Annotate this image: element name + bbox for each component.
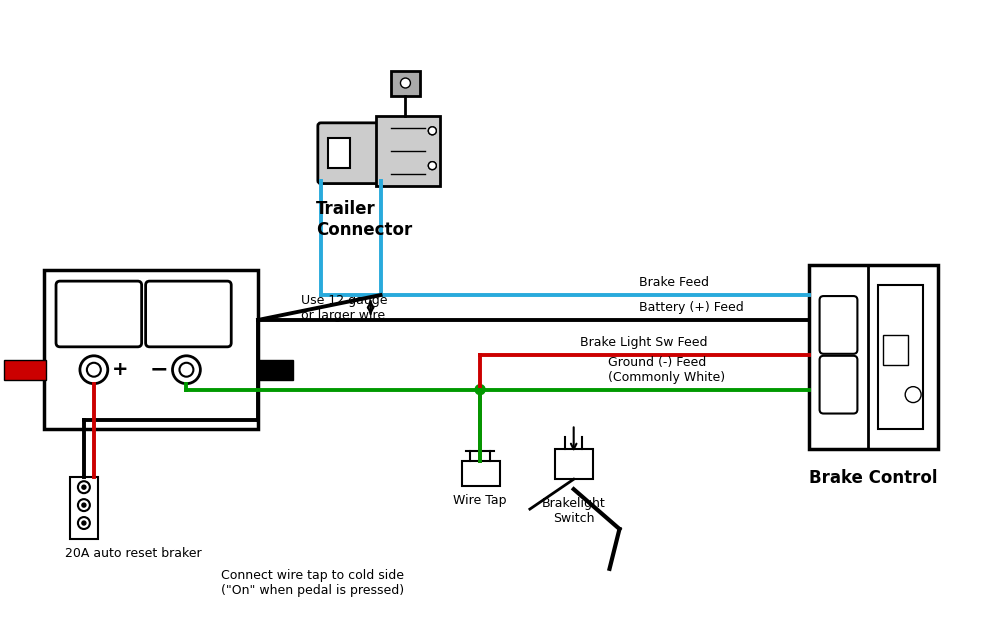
Bar [808,265,938,449]
Circle shape [475,384,485,395]
Text: Battery (+) Feed: Battery (+) Feed [639,301,744,314]
Bar [883,335,908,365]
Circle shape [87,363,101,377]
Text: Trailer
Connector: Trailer Connector [316,200,412,239]
Text: −: − [150,360,168,379]
Circle shape [80,356,108,384]
Bar [70,477,98,539]
Circle shape [428,127,436,135]
FancyBboxPatch shape [820,356,858,413]
Text: Use 12 gauge
or larger wire: Use 12 gauge or larger wire [301,294,387,321]
Text: 20A auto reset braker: 20A auto reset braker [65,547,202,560]
FancyBboxPatch shape [820,296,858,353]
Bar [554,449,593,479]
Bar [878,285,923,430]
Bar [390,71,420,96]
Text: Brakelight
Switch: Brakelight Switch [542,497,606,525]
Circle shape [78,481,90,493]
Circle shape [172,356,201,384]
Circle shape [82,485,86,489]
Bar [4,360,46,379]
Circle shape [400,78,410,88]
Text: Ground (-) Feed
(Commonly White): Ground (-) Feed (Commonly White) [608,356,725,384]
Text: Wire Tap: Wire Tap [454,494,507,507]
Text: Brake Control: Brake Control [809,469,937,487]
FancyBboxPatch shape [56,281,142,347]
Circle shape [179,363,194,377]
Circle shape [78,499,90,511]
Bar [376,116,440,185]
Bar [463,461,500,486]
Circle shape [905,387,921,402]
Circle shape [82,503,86,507]
Text: +: + [112,360,128,379]
FancyBboxPatch shape [145,281,231,347]
Circle shape [428,162,436,169]
Bar [258,360,293,379]
Text: Connect wire tap to cold side
("On" when pedal is pressed): Connect wire tap to cold side ("On" when… [222,569,404,597]
Circle shape [78,517,90,529]
Bar [44,270,258,430]
Text: Brake Feed: Brake Feed [639,276,710,289]
Bar [328,138,350,167]
Circle shape [82,521,86,525]
Circle shape [428,127,436,135]
Text: Brake Light Sw Feed: Brake Light Sw Feed [580,336,708,349]
Circle shape [428,162,436,169]
FancyBboxPatch shape [318,123,383,184]
